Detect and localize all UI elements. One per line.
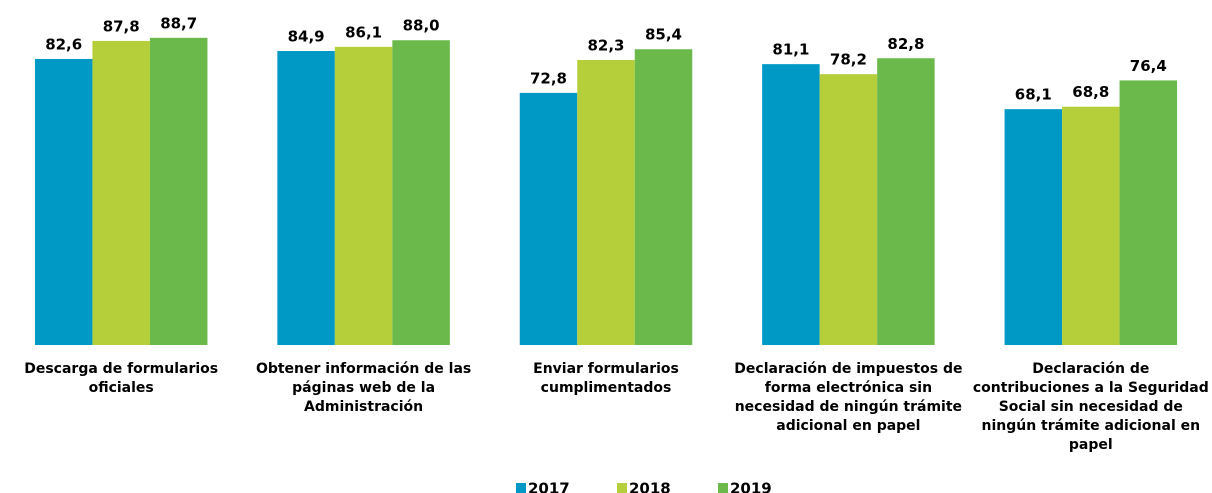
data-label: 82,3: [587, 36, 624, 54]
x-tick-label: Descarga de formularios oficiales: [24, 361, 219, 396]
x-label-box: Declaración de impuestos de forma electr…: [734, 361, 963, 434]
bar: [1119, 80, 1178, 345]
bar: [1004, 109, 1063, 345]
data-label: 72,8: [530, 69, 567, 87]
legend-label: 2017: [528, 480, 570, 493]
data-label: 68,8: [1072, 83, 1109, 101]
bar: [34, 58, 93, 346]
bar: [519, 92, 578, 345]
legend-label: 2018: [629, 480, 671, 493]
x-tick-label: Declaración de contribuciones a la Segur…: [972, 361, 1209, 453]
data-label: 85,4: [645, 26, 682, 44]
data-label: 68,1: [1015, 86, 1052, 104]
bar: [877, 58, 935, 346]
bar: [92, 40, 150, 345]
bar: [634, 49, 693, 346]
x-label-box: Obtener información de las páginas web d…: [255, 361, 472, 415]
legend-swatch: [516, 483, 526, 493]
bar: [1062, 106, 1120, 345]
data-label: 76,4: [1130, 57, 1167, 75]
bar: [762, 64, 820, 346]
data-label: 78,2: [830, 51, 867, 69]
x-label-box: Declaración de contribuciones a la Segur…: [972, 361, 1209, 453]
legend-swatch: [718, 483, 728, 493]
bar: [277, 50, 335, 345]
data-label: 84,9: [288, 27, 325, 45]
x-label-box: Descarga de formularios oficiales: [24, 361, 219, 396]
legend-label: 2019: [730, 480, 772, 493]
data-label: 81,1: [772, 41, 809, 59]
data-label: 86,1: [345, 23, 382, 41]
bar: [334, 46, 393, 345]
bar: [149, 37, 208, 345]
data-label: 82,8: [887, 35, 924, 53]
data-label: 82,6: [45, 35, 82, 53]
x-tick-label: Obtener información de las páginas web d…: [255, 361, 472, 415]
bar: [577, 59, 635, 345]
data-label: 88,7: [160, 14, 197, 32]
legend-swatch: [617, 483, 627, 493]
bar: [819, 74, 878, 345]
x-tick-label: Enviar formularios cumplimentados: [533, 361, 679, 396]
x-tick-label: Declaración de impuestos de forma electr…: [734, 361, 963, 434]
bar: [392, 40, 450, 346]
data-label: 88,0: [403, 17, 440, 35]
x-label-box: Enviar formularios cumplimentados: [533, 361, 679, 396]
data-label: 87,8: [103, 17, 140, 35]
